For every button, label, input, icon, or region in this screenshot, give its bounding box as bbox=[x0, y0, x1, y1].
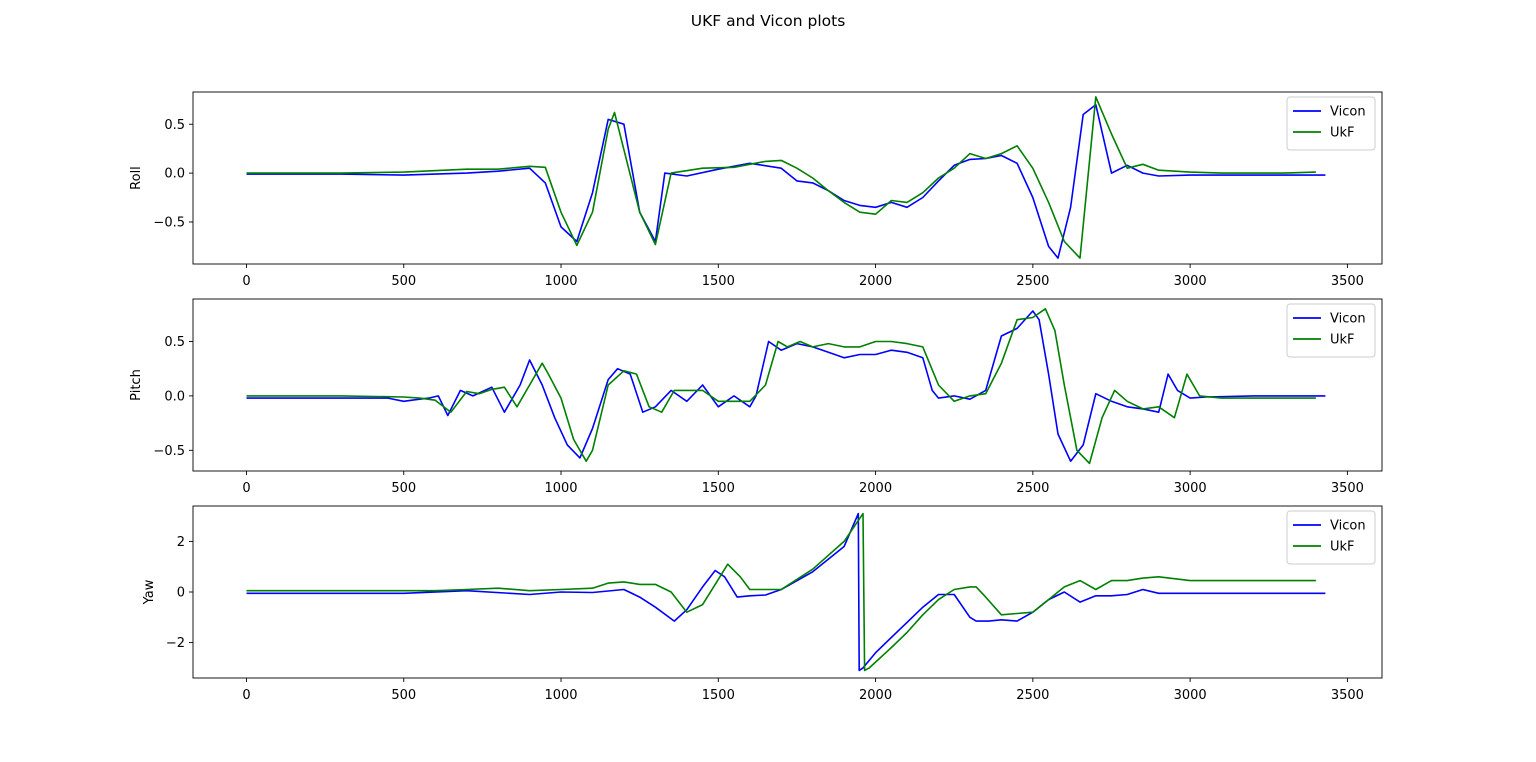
y-tick-label: 0.5 bbox=[164, 335, 185, 350]
x-tick-label: 3000 bbox=[1174, 274, 1207, 289]
y-tick-label: 0.5 bbox=[164, 118, 185, 133]
x-tick-label: 2500 bbox=[1016, 688, 1049, 703]
y-axis-label: Pitch bbox=[129, 369, 144, 401]
x-tick-label: 2500 bbox=[1016, 274, 1049, 289]
x-tick-label: 500 bbox=[391, 481, 416, 496]
legend-label-vicon: Vicon bbox=[1330, 312, 1366, 327]
y-axis-label: Roll bbox=[129, 166, 144, 190]
legend-label-vicon: Vicon bbox=[1330, 519, 1366, 534]
y-tick-label: 2 bbox=[177, 535, 185, 550]
x-tick-label: 3500 bbox=[1331, 688, 1364, 703]
x-tick-label: 3000 bbox=[1174, 481, 1207, 496]
y-tick-label: 0.0 bbox=[164, 389, 185, 404]
axes-frame-3 bbox=[192, 505, 1383, 679]
legend-label-vicon: Vicon bbox=[1330, 105, 1366, 120]
x-tick-label: 0 bbox=[242, 688, 250, 703]
y-axis-label: Yaw bbox=[142, 579, 157, 605]
x-tick-label: 1500 bbox=[702, 688, 735, 703]
x-tick-label: 1500 bbox=[702, 274, 735, 289]
legend-label-ukf: UkF bbox=[1330, 333, 1355, 348]
y-tick-label: −0.5 bbox=[153, 215, 185, 230]
axes-frame-2 bbox=[192, 298, 1383, 472]
y-tick-label: −0.5 bbox=[153, 444, 185, 459]
y-tick-label: 0.0 bbox=[164, 167, 185, 182]
x-tick-label: 1000 bbox=[544, 481, 577, 496]
series-line-vicon-3 bbox=[246, 512, 1326, 672]
series-line-vicon-1 bbox=[246, 103, 1326, 259]
x-tick-label: 500 bbox=[391, 688, 416, 703]
x-tick-label: 3500 bbox=[1331, 274, 1364, 289]
x-tick-label: 2500 bbox=[1016, 481, 1049, 496]
x-tick-label: 3500 bbox=[1331, 481, 1364, 496]
series-line-ukf-3 bbox=[246, 512, 1316, 672]
y-tick-label: 0 bbox=[177, 586, 185, 601]
x-tick-label: 1500 bbox=[702, 481, 735, 496]
x-tick-label: 1000 bbox=[544, 688, 577, 703]
x-tick-label: 2000 bbox=[859, 274, 892, 289]
series-line-ukf-1 bbox=[246, 96, 1316, 259]
legend-label-ukf: UkF bbox=[1330, 126, 1355, 141]
x-tick-label: 500 bbox=[391, 274, 416, 289]
y-tick-label: −2 bbox=[166, 636, 185, 651]
axes-frame-1 bbox=[192, 91, 1383, 265]
legend-label-ukf: UkF bbox=[1330, 540, 1355, 555]
series-line-ukf-2 bbox=[246, 307, 1316, 465]
x-tick-label: 2000 bbox=[859, 688, 892, 703]
x-tick-label: 0 bbox=[242, 274, 250, 289]
x-tick-label: 2000 bbox=[859, 481, 892, 496]
x-tick-label: 3000 bbox=[1174, 688, 1207, 703]
figure-title: UKF and Vicon plots bbox=[690, 12, 846, 30]
series-line-vicon-2 bbox=[246, 310, 1326, 463]
x-tick-label: 1000 bbox=[544, 274, 577, 289]
x-tick-label: 0 bbox=[242, 481, 250, 496]
